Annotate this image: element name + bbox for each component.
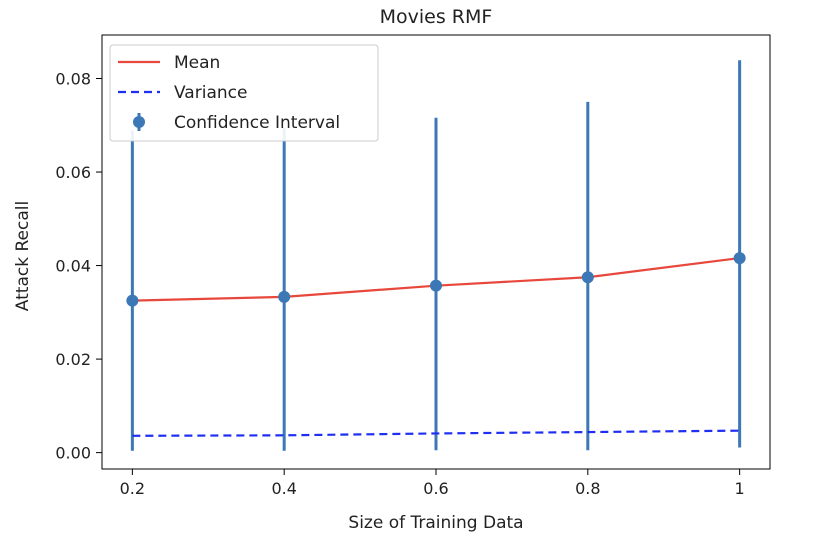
x-axis-label: Size of Training Data — [348, 513, 523, 533]
data-point — [126, 294, 139, 307]
legend-label: Confidence Interval — [174, 113, 340, 133]
x-axis: 0.2 0.4 0.6 0.8 1 — [120, 469, 745, 498]
variance-series-line — [132, 429, 740, 437]
legend-label: Variance — [174, 83, 247, 103]
y-tick-label: 0.06 — [55, 163, 91, 182]
legend-items: Mean Variance Confidence Interval — [118, 53, 340, 133]
data-point — [733, 252, 746, 265]
legend-swatch-marker — [133, 116, 145, 128]
data-point — [581, 271, 594, 284]
data-point — [430, 279, 442, 292]
data-point — [278, 290, 291, 303]
y-tick-label: 0.08 — [55, 69, 91, 88]
y-axis: 0.00 0.02 0.04 0.06 0.08 — [55, 69, 102, 463]
x-tick-label: 0.4 — [271, 479, 296, 498]
x-tick-label: 0.8 — [575, 479, 600, 498]
legend-box — [109, 44, 379, 142]
y-axis-label: Attack Recall — [13, 201, 33, 311]
legend: Mean Variance Confidence Interval — [109, 44, 379, 142]
y-tick-label: 0.04 — [55, 257, 91, 276]
y-tick-label: 0.00 — [55, 444, 91, 463]
x-tick-label: 0.6 — [423, 479, 448, 498]
series-layer — [126, 60, 746, 451]
x-tick-label: 1 — [735, 479, 745, 498]
chart-title: Movies RMF — [380, 6, 493, 28]
x-tick-label: 0.2 — [120, 479, 145, 498]
y-tick-label: 0.02 — [55, 350, 91, 369]
legend-label: Mean — [174, 53, 220, 73]
